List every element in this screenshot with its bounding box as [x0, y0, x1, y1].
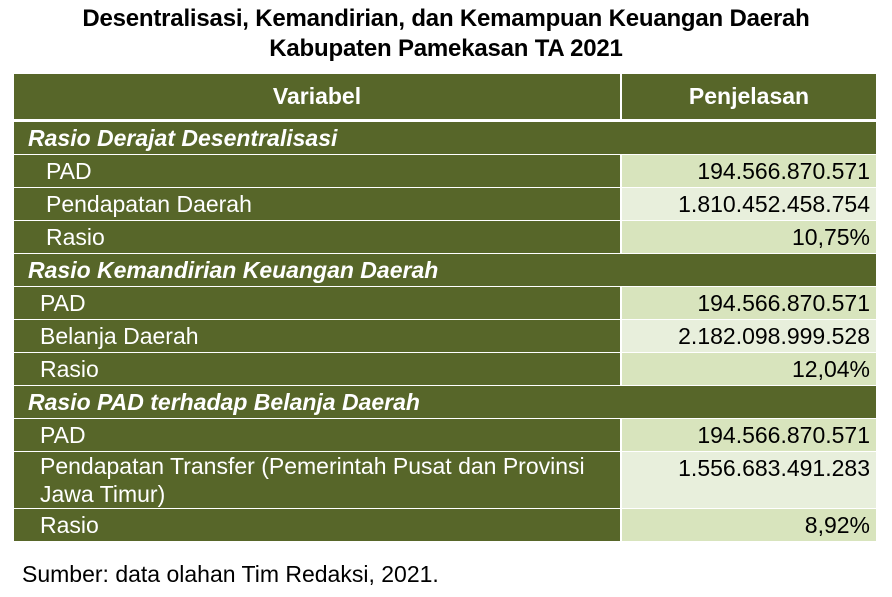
table-row: Pendapatan Daerah 1.810.452.458.754 — [14, 187, 876, 221]
row-label: Rasio — [14, 352, 621, 386]
table-row: PAD 194.566.870.571 — [14, 154, 876, 188]
row-value: 2.182.098.999.528 — [620, 319, 876, 353]
row-label: Belanja Daerah — [14, 319, 621, 353]
row-value: 1.810.452.458.754 — [620, 187, 876, 221]
row-value: 12,04% — [620, 352, 876, 386]
row-label: Rasio — [14, 508, 621, 542]
table-row: Rasio 10,75% — [14, 220, 876, 254]
header-variable: Variabel — [14, 74, 622, 122]
row-label: PAD — [14, 154, 621, 188]
row-label: Pendapatan Transfer (Pemerintah Pusat da… — [14, 451, 621, 509]
row-value: 1.556.683.491.283 — [620, 451, 876, 509]
section-row: Rasio PAD terhadap Belanja Daerah — [14, 385, 876, 419]
finance-table: Variabel Penjelasan Rasio Derajat Desent… — [14, 74, 876, 542]
row-label: Rasio — [14, 220, 621, 254]
source-note: Sumber: data olahan Tim Redaksi, 2021. — [22, 561, 439, 587]
row-value: 194.566.870.571 — [620, 286, 876, 320]
title-line-1: Desentralisasi, Kemandirian, dan Kemampu… — [82, 5, 810, 32]
table-row: Belanja Daerah 2.182.098.999.528 — [14, 319, 876, 353]
row-label: PAD — [14, 286, 621, 320]
section-label: Rasio Derajat Desentralisasi — [14, 120, 876, 155]
row-label: PAD — [14, 418, 621, 452]
row-value: 194.566.870.571 — [620, 418, 876, 452]
section-row: Rasio Derajat Desentralisasi — [14, 120, 876, 155]
table-row: Rasio 8,92% — [14, 508, 876, 542]
table-row: PAD 194.566.870.571 — [14, 286, 876, 320]
row-value: 8,92% — [620, 508, 876, 542]
table-row: Pendapatan Transfer (Pemerintah Pusat da… — [14, 451, 876, 509]
table-header-row: Variabel Penjelasan — [14, 74, 876, 122]
page-title: Desentralisasi, Kemandirian, dan Kemampu… — [0, 4, 892, 64]
header-explanation: Penjelasan — [621, 74, 876, 122]
table-row: PAD 194.566.870.571 — [14, 418, 876, 452]
title-line-2: Kabupaten Pamekasan TA 2021 — [269, 35, 623, 62]
row-label: Pendapatan Daerah — [14, 187, 621, 221]
section-label: Rasio Kemandirian Keuangan Daerah — [14, 253, 876, 287]
section-label: Rasio PAD terhadap Belanja Daerah — [14, 385, 876, 419]
row-value: 194.566.870.571 — [620, 154, 876, 188]
section-row: Rasio Kemandirian Keuangan Daerah — [14, 253, 876, 287]
row-value: 10,75% — [620, 220, 876, 254]
table-row: Rasio 12,04% — [14, 352, 876, 386]
